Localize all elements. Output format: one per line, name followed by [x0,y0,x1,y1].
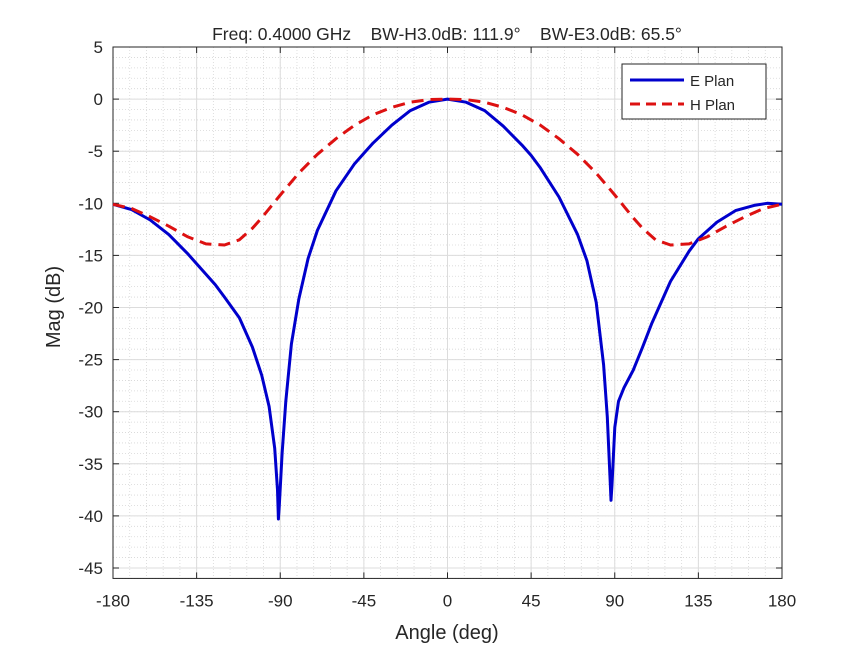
y-tick-label: -35 [78,455,103,474]
y-tick-label: 5 [94,38,103,57]
x-tick-label: -135 [180,591,214,610]
x-tick-label: -90 [268,591,293,610]
x-tick-label: 90 [605,591,624,610]
y-tick-label: -5 [88,142,103,161]
x-tick-label: 135 [684,591,712,610]
y-tick-label: -40 [78,507,103,526]
x-tick-label: 0 [443,591,452,610]
y-tick-label: -45 [78,559,103,578]
legend-label-h-plan: H Plan [690,97,735,114]
y-tick-label: -10 [78,194,103,213]
series-group [112,97,783,521]
legend-box [621,63,767,120]
y-tick-label: -25 [78,351,103,370]
y-tick-label: 0 [94,90,103,109]
x-tick-label: 45 [522,591,541,610]
y-tick-label: -15 [78,246,103,265]
legend-label-e-plan: E Plan [690,73,734,90]
y-tick-label: -20 [78,299,103,318]
y-tick-label: -30 [78,403,103,422]
x-tick-label: 180 [768,591,796,610]
chart-title: Freq: 0.4000 GHz BW-H3.0dB: 111.9° BW-E3… [212,24,682,44]
x-tick-label: -180 [96,591,130,610]
x-axis-label: Angle (deg) [395,622,498,644]
grid [112,46,783,579]
x-tick-label: -45 [352,591,377,610]
legend: E Plan H Plan [621,63,767,120]
ticks: -180 -135 -90 -45 0 45 90 135 180 5 0 -5 -10 -15 -20 -2… [78,38,796,610]
series-line-e-plan [112,97,783,521]
y-axis-label: Mag (dB) [43,266,65,348]
